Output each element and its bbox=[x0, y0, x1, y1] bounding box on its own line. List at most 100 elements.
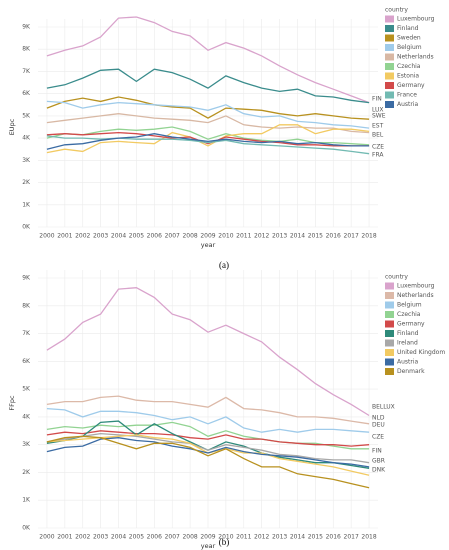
end-label: FRA bbox=[372, 152, 384, 159]
x-tick-label: 2013 bbox=[272, 233, 287, 240]
y-tick-label: 8K bbox=[22, 46, 31, 53]
y-tick-label: 4K bbox=[22, 413, 31, 420]
x-tick-label: 2013 bbox=[272, 534, 287, 541]
legend-swatch bbox=[385, 282, 394, 290]
end-label: DNK bbox=[372, 467, 386, 474]
x-tick-label: 2010 bbox=[218, 233, 233, 240]
legend-label: Finland bbox=[397, 25, 419, 32]
x-axis-title: year bbox=[201, 241, 216, 249]
line bbox=[46, 68, 370, 104]
x-tick-label: 2015 bbox=[308, 534, 323, 541]
x-tick-label: 2007 bbox=[165, 233, 180, 240]
legend-label: Estonia bbox=[397, 73, 419, 80]
y-tick-label: 6K bbox=[22, 90, 31, 97]
x-tick-label: 2014 bbox=[290, 233, 305, 240]
caption: (b) bbox=[219, 537, 230, 547]
end-label: CZE bbox=[372, 434, 384, 441]
legend-label: Austria bbox=[397, 359, 419, 366]
end-label: FIN bbox=[372, 96, 382, 103]
end-label: SWE bbox=[372, 113, 386, 120]
y-axis-title: EUpc bbox=[8, 118, 16, 135]
end-label: CZE bbox=[372, 144, 384, 151]
y-tick-label: 5K bbox=[22, 112, 31, 119]
legend-label: Netherlands bbox=[397, 292, 434, 299]
line bbox=[46, 131, 370, 147]
y-tick-label: 1K bbox=[22, 497, 31, 504]
x-tick-label: 2009 bbox=[200, 534, 215, 541]
x-tick-label: 2004 bbox=[111, 233, 126, 240]
legend-swatch bbox=[385, 91, 394, 99]
end-label: GBR bbox=[372, 458, 385, 465]
y-tick-label: 7K bbox=[22, 68, 31, 75]
x-tick-label: 2007 bbox=[165, 534, 180, 541]
end-label: FIN bbox=[372, 448, 382, 455]
y-tick-label: 5K bbox=[22, 386, 31, 393]
line bbox=[46, 407, 370, 433]
x-tick-label: 2011 bbox=[236, 534, 251, 541]
y-tick-label: 0K bbox=[22, 525, 31, 532]
end-label: NLD bbox=[372, 415, 385, 422]
x-tick-label: 2008 bbox=[182, 233, 197, 240]
y-tick-label: 3K bbox=[22, 441, 31, 448]
x-tick-label: 2018 bbox=[361, 534, 376, 541]
x-tick-label: 2009 bbox=[200, 233, 215, 240]
line bbox=[46, 133, 370, 150]
x-tick-label: 2002 bbox=[75, 534, 90, 541]
legend-label: Belgium bbox=[397, 44, 422, 51]
y-tick-label: 8K bbox=[22, 302, 31, 309]
x-tick-label: 2000 bbox=[39, 233, 54, 240]
x-tick-label: 2016 bbox=[326, 233, 341, 240]
legend-swatch bbox=[385, 330, 394, 337]
legend-swatch bbox=[385, 292, 394, 299]
x-tick-label: 2012 bbox=[254, 534, 269, 541]
x-tick-label: 2015 bbox=[308, 233, 323, 240]
x-tick-label: 2001 bbox=[57, 233, 72, 240]
end-label: EST bbox=[372, 123, 384, 130]
x-tick-label: 2012 bbox=[254, 233, 269, 240]
legend-swatch bbox=[385, 15, 394, 23]
x-tick-label: 2000 bbox=[39, 534, 54, 541]
x-tick-label: 2018 bbox=[361, 233, 376, 240]
y-tick-label: 1K bbox=[22, 201, 31, 208]
legend-label: Sweden bbox=[397, 35, 421, 42]
y-tick-label: 6K bbox=[22, 358, 31, 365]
end-label: BELLUX bbox=[372, 404, 395, 411]
legend-label: Finland bbox=[397, 330, 419, 337]
line bbox=[46, 113, 370, 134]
legend-swatch bbox=[385, 44, 394, 51]
y-tick-label: 2K bbox=[22, 179, 31, 186]
y-tick-label: 3K bbox=[22, 157, 31, 164]
line bbox=[46, 287, 370, 417]
x-tick-label: 2010 bbox=[218, 534, 233, 541]
x-tick-label: 2017 bbox=[344, 534, 359, 541]
legend-swatch bbox=[385, 368, 394, 375]
legend-swatch bbox=[385, 82, 394, 89]
legend-label: Luxembourg bbox=[397, 16, 435, 23]
line bbox=[46, 100, 370, 129]
legend-swatch bbox=[385, 53, 394, 61]
legend-swatch bbox=[385, 320, 394, 328]
legend-label: Czechia bbox=[397, 63, 421, 70]
line bbox=[46, 395, 370, 425]
y-axis-title: FFpc bbox=[8, 395, 16, 411]
legend-label: France bbox=[397, 92, 417, 99]
end-label: DEU bbox=[372, 422, 385, 429]
line bbox=[46, 421, 370, 450]
legend-label: Germany bbox=[397, 321, 425, 328]
line bbox=[46, 124, 370, 154]
x-tick-label: 2016 bbox=[326, 534, 341, 541]
x-tick-label: 2008 bbox=[182, 534, 197, 541]
legend-label: Netherlands bbox=[397, 54, 434, 61]
x-tick-label: 2003 bbox=[93, 534, 108, 541]
legend-swatch bbox=[385, 34, 394, 42]
x-tick-label: 2004 bbox=[111, 534, 126, 541]
x-tick-label: 2017 bbox=[344, 233, 359, 240]
line bbox=[46, 96, 370, 120]
legend-swatch bbox=[385, 339, 394, 347]
legend-label: United Kingdom bbox=[397, 349, 445, 356]
x-tick-label: 2014 bbox=[290, 534, 305, 541]
legend-title: country bbox=[385, 7, 408, 14]
line bbox=[46, 430, 370, 447]
legend-label: Denmark bbox=[397, 368, 425, 375]
